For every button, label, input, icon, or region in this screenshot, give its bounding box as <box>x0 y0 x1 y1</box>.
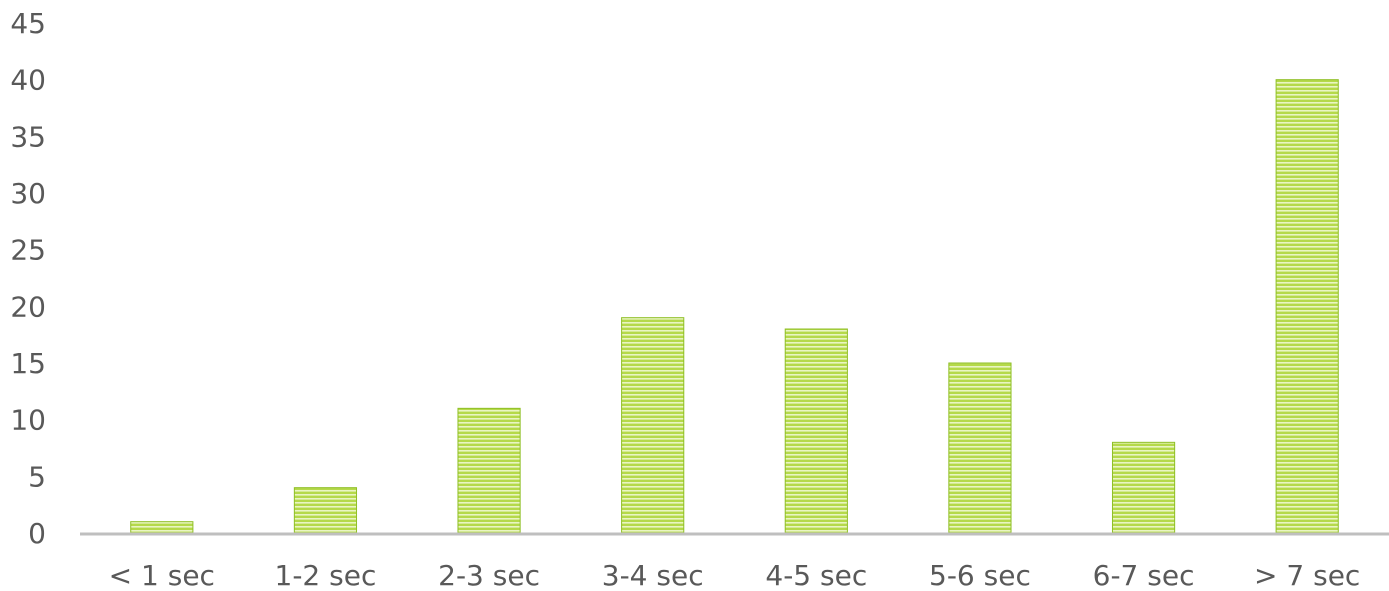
x-tick-label: 2-3 sec <box>438 559 540 591</box>
x-tick-label: 4-5 sec <box>765 559 867 591</box>
bar <box>293 487 358 534</box>
bar <box>621 317 685 534</box>
y-tick-label: 0 <box>28 517 46 550</box>
y-tick-label: 10 <box>10 404 46 437</box>
x-tick-label: 3-4 sec <box>602 559 704 591</box>
y-tick-label: 25 <box>10 234 46 267</box>
x-tick-label: 6-7 sec <box>1093 559 1195 591</box>
y-tick-label: 15 <box>10 347 46 380</box>
bar <box>457 407 521 534</box>
x-tick-label: 1-2 sec <box>275 559 377 591</box>
x-tick-label: < 1 sec <box>109 559 215 591</box>
y-tick-label: 45 <box>10 7 46 40</box>
y-tick-label: 5 <box>28 460 46 493</box>
y-axis-tick-labels: 0 5 10 15 20 25 30 35 40 45 <box>10 7 46 550</box>
bars <box>130 79 1339 534</box>
y-tick-label: 40 <box>10 64 46 97</box>
y-tick-label: 30 <box>10 177 46 210</box>
bar <box>1111 441 1176 534</box>
x-tick-label: > 7 sec <box>1254 559 1360 591</box>
x-tick-label: 5-6 sec <box>929 559 1031 591</box>
y-tick-label: 35 <box>10 120 46 153</box>
bar <box>784 328 848 534</box>
x-axis-tick-labels: < 1 sec 1-2 sec 2-3 sec 3-4 sec 4-5 sec 5-6 s… <box>109 559 1361 591</box>
bar <box>130 521 194 534</box>
y-tick-label: 20 <box>10 290 46 323</box>
bar <box>1275 79 1339 534</box>
bar <box>948 362 1012 534</box>
